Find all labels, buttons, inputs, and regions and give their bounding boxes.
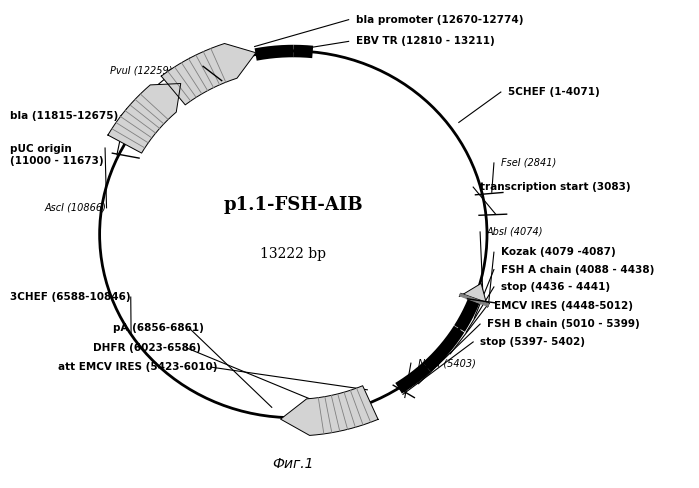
Text: Фиг.1: Фиг.1 (273, 456, 314, 470)
Text: EMCV IRES (4448-5012): EMCV IRES (4448-5012) (494, 301, 633, 311)
Text: AscI (10866): AscI (10866) (44, 203, 106, 213)
Text: Kozak (4079 -4087): Kozak (4079 -4087) (501, 247, 616, 257)
Polygon shape (280, 386, 378, 435)
Text: EBV TR (12810 - 13211): EBV TR (12810 - 13211) (356, 37, 494, 46)
Text: 13222 bp: 13222 bp (260, 246, 326, 261)
Text: transcription start (3083): transcription start (3083) (480, 182, 630, 192)
Text: bla (11815-12675): bla (11815-12675) (10, 111, 118, 121)
Text: 3CHEF (6588-10846): 3CHEF (6588-10846) (10, 292, 130, 302)
Text: AbsI (4074): AbsI (4074) (487, 227, 544, 237)
Text: DHFR (6023-6586): DHFR (6023-6586) (93, 343, 201, 353)
Text: p1.1-FSH-AIB: p1.1-FSH-AIB (224, 196, 363, 214)
Text: pA (6856-6861): pA (6856-6861) (113, 324, 204, 333)
Text: stop (5397- 5402): stop (5397- 5402) (480, 337, 585, 347)
Polygon shape (108, 83, 181, 153)
Polygon shape (459, 284, 489, 307)
Text: stop (4436 - 4441): stop (4436 - 4441) (501, 282, 610, 292)
Text: bla promoter (12670-12774): bla promoter (12670-12774) (356, 15, 523, 25)
Text: PvuI (12259): PvuI (12259) (110, 65, 173, 75)
Polygon shape (161, 43, 256, 105)
Text: FSH B chain (5010 - 5399): FSH B chain (5010 - 5399) (487, 319, 640, 329)
Text: FseI (2841): FseI (2841) (501, 158, 556, 168)
Text: pUC origin
(11000 - 11673): pUC origin (11000 - 11673) (10, 143, 103, 166)
Text: 5CHEF (1-4071): 5CHEF (1-4071) (507, 87, 600, 97)
Text: NheI (5403): NheI (5403) (418, 358, 476, 368)
Text: FSH A chain (4088 - 4438): FSH A chain (4088 - 4438) (501, 264, 654, 275)
Text: att EMCV IRES (5423-6010): att EMCV IRES (5423-6010) (58, 362, 217, 372)
